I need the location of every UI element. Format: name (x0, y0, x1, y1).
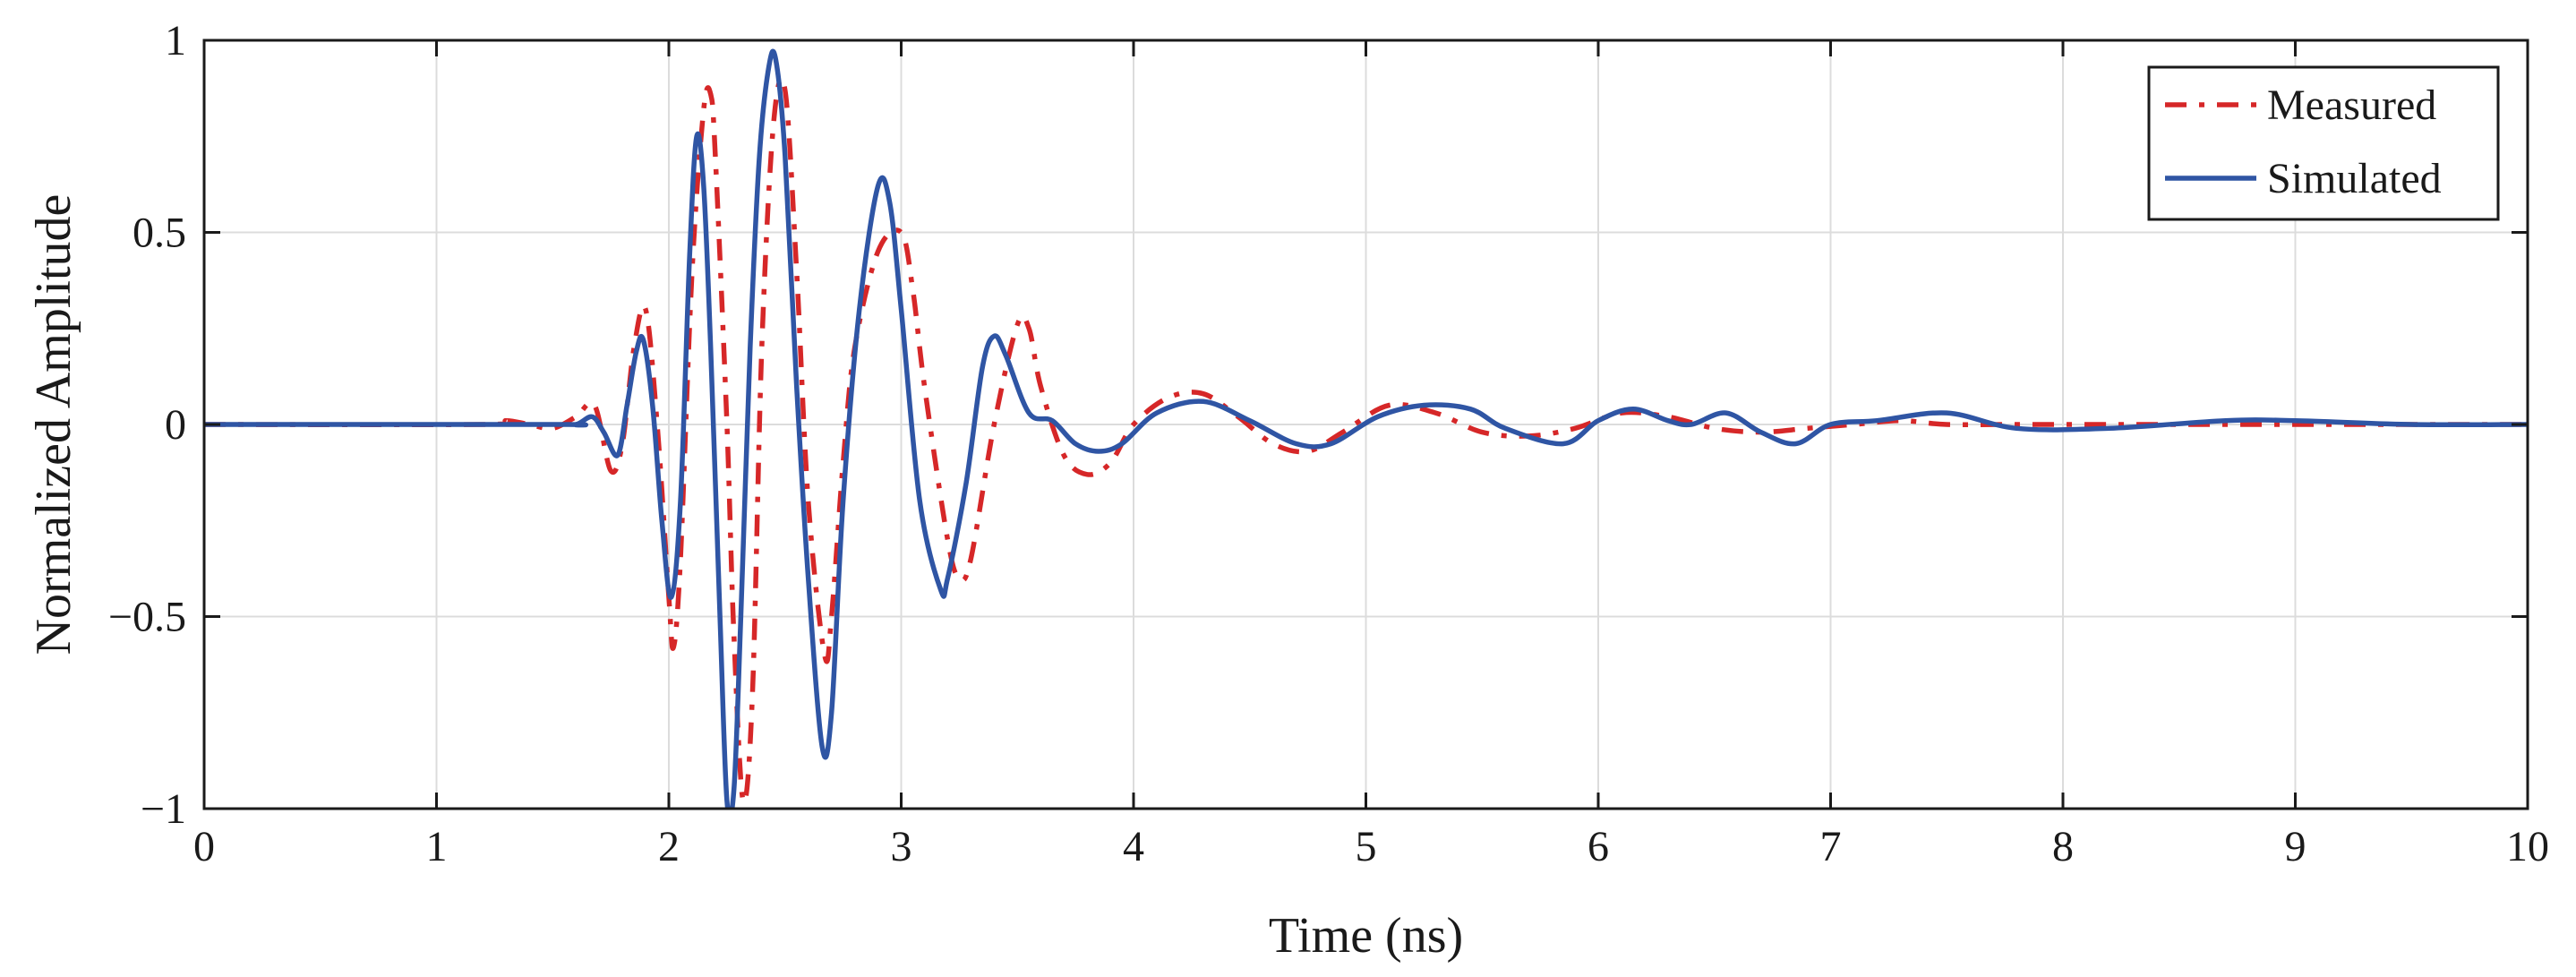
x-tick-label: 7 (1820, 823, 1842, 870)
legend-box (2147, 65, 2500, 221)
x-tick-label: 9 (2285, 823, 2306, 870)
series-line-simulated (204, 48, 2528, 809)
y-tick-label: −1 (141, 785, 186, 833)
x-tick-label: 3 (891, 823, 912, 870)
x-axis-label: Time (ns) (1269, 908, 1463, 964)
x-tick-label: 10 (2506, 823, 2549, 870)
y-tick-labels: 1 0.5 0 −0.5 −1 (108, 17, 186, 833)
y-tick-label: 0.5 (133, 210, 186, 257)
series-layer (204, 48, 2528, 809)
tick-marks (202, 39, 2529, 810)
x-tick-label: 5 (1356, 823, 1377, 870)
legend-label: Simulated (2267, 155, 2442, 202)
x-tick-label: 0 (193, 823, 215, 870)
y-tick-label: −0.5 (108, 594, 186, 641)
y-tick-label: 0 (165, 401, 186, 449)
x-tick-label: 4 (1123, 823, 1144, 870)
x-tick-label: 2 (658, 823, 680, 870)
y-tick-label: 1 (165, 17, 186, 64)
legend: Measured Simulated (2147, 65, 2500, 221)
legend-label: Measured (2267, 81, 2436, 129)
x-tick-labels: 0 1 2 3 4 5 6 7 8 9 10 (193, 823, 2549, 870)
y-axis-label: Normalized Amplitude (26, 194, 81, 656)
x-tick-label: 6 (1588, 823, 1609, 870)
x-tick-label: 1 (426, 823, 448, 870)
x-tick-label: 8 (2052, 823, 2074, 870)
